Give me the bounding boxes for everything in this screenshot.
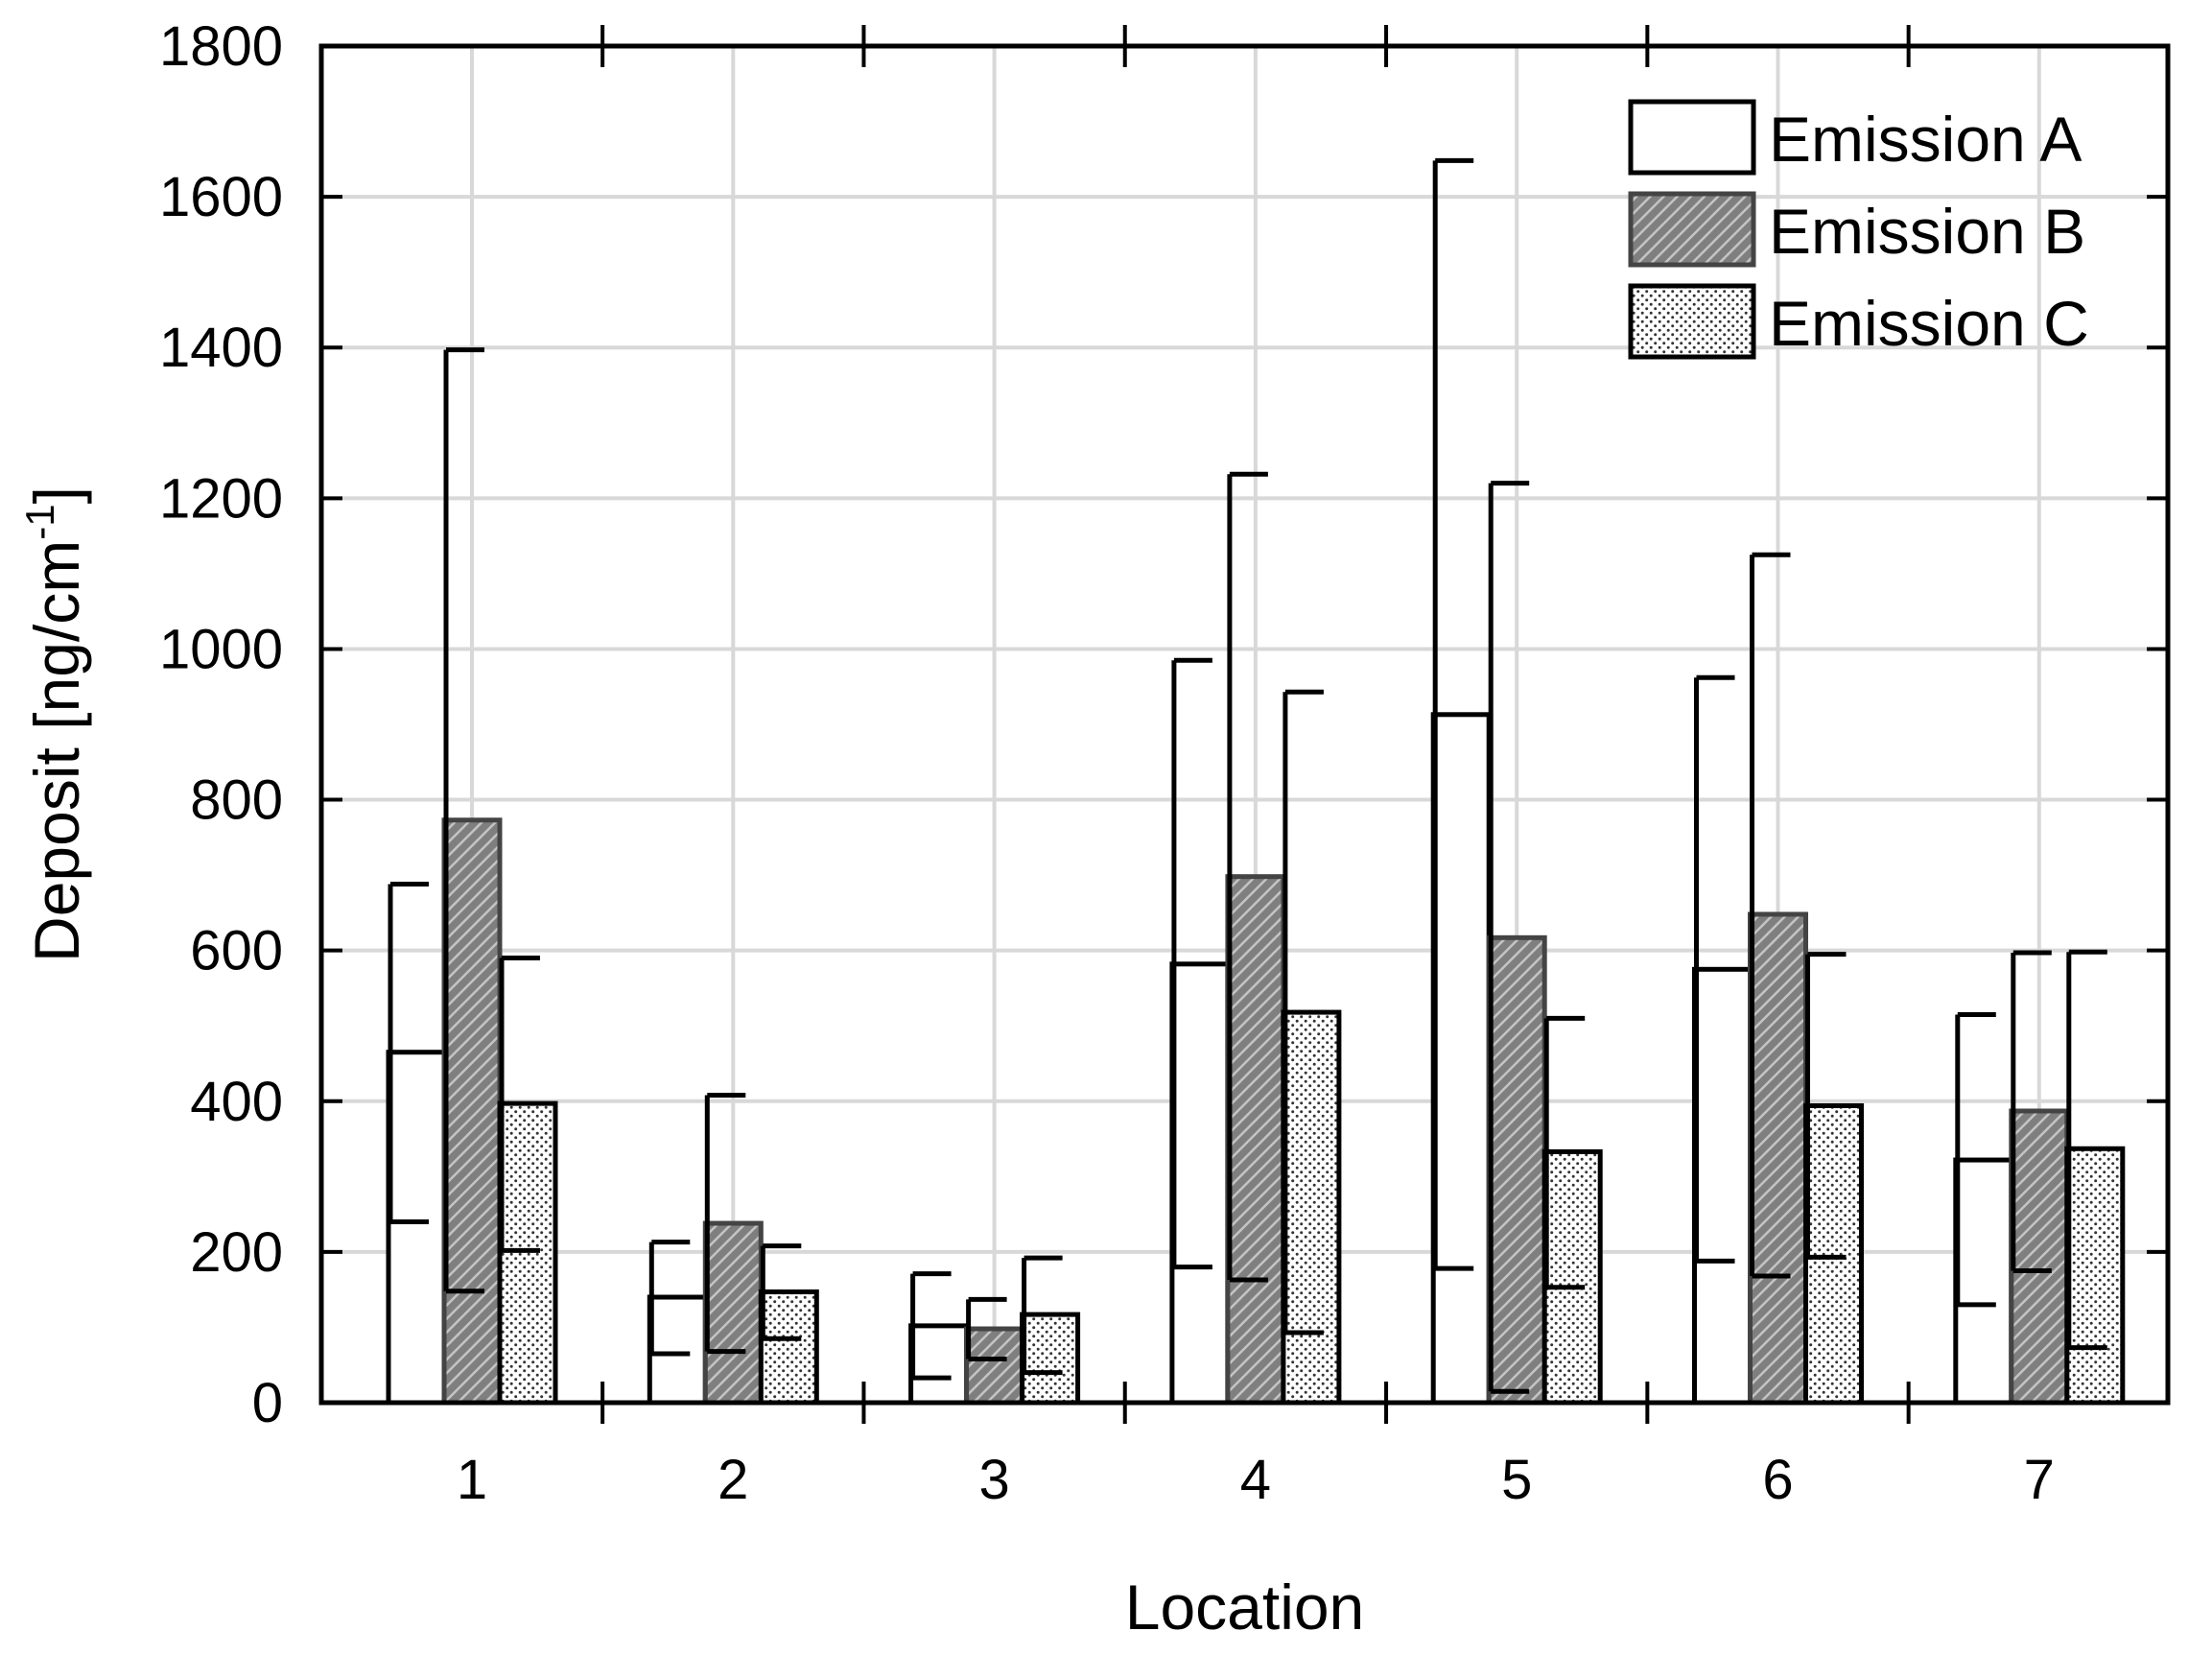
- legend-swatch-open: [1628, 99, 1756, 176]
- legend: Emission A Emission B Emission C: [1628, 99, 2089, 360]
- y-tick-label: 1000: [159, 618, 283, 680]
- bar-open: [908, 1323, 970, 1406]
- bar-dotted: [1020, 1312, 1081, 1406]
- bar-hatched: [2009, 1108, 2070, 1406]
- bar-open: [1169, 961, 1231, 1406]
- legend-swatch-dotted: [1628, 283, 1756, 360]
- plot-border: [318, 43, 2171, 1406]
- bar-open: [1953, 1157, 2014, 1406]
- x-tick-label: 1: [457, 1449, 487, 1511]
- x-tick-label: 4: [1240, 1449, 1271, 1511]
- plot-frame: [318, 25, 2171, 1424]
- legend-swatch-hatched: [1628, 191, 1756, 268]
- bar-hatched: [441, 817, 503, 1406]
- tick-labels: 0 200 400 600 800 1000 1200 1400 1600 1800 1 2 3 4 5 6 7: [159, 15, 2055, 1511]
- bar-dotted: [758, 1289, 819, 1406]
- error-bars: [388, 157, 2107, 1394]
- bar-dotted: [1803, 1102, 1864, 1406]
- x-axis-title: Location: [1125, 1572, 1365, 1643]
- bar-hatched: [964, 1326, 1025, 1406]
- y-tick-label: 800: [190, 769, 283, 832]
- y-tick-label: 1200: [159, 467, 283, 530]
- bar-hatched: [702, 1220, 764, 1406]
- y-tick-label: 1800: [159, 15, 283, 78]
- bar-open: [1692, 966, 1753, 1406]
- y-tick-label: 200: [190, 1221, 283, 1284]
- y-tick-label: 600: [190, 920, 283, 982]
- bar-dotted: [2064, 1146, 2126, 1406]
- y-tick-label: 1400: [159, 317, 283, 379]
- legend-entry: Emission A: [1769, 104, 2082, 175]
- x-tick-label: 2: [718, 1449, 748, 1511]
- y-axis-title: Deposit [ng/cm-1]: [17, 486, 92, 962]
- bar-hatched: [1225, 874, 1286, 1406]
- bar-open: [386, 1050, 447, 1406]
- x-tick-label: 6: [1762, 1449, 1793, 1511]
- bar-dotted: [1281, 1009, 1342, 1406]
- bar-hatched: [1486, 934, 1547, 1406]
- x-tick-label: 5: [1501, 1449, 1532, 1511]
- bar-dotted: [497, 1100, 558, 1406]
- y-tick-label: 0: [252, 1372, 283, 1434]
- bar-open: [1430, 712, 1492, 1406]
- legend-entry: Emission B: [1769, 196, 2085, 267]
- bar-hatched: [1748, 911, 1808, 1406]
- bar-open: [647, 1294, 708, 1406]
- x-tick-label: 7: [2024, 1449, 2055, 1511]
- y-tick-label: 400: [190, 1071, 283, 1133]
- bar-dotted: [1541, 1148, 1603, 1406]
- y-tick-label: 1600: [159, 166, 283, 228]
- legend-entry: Emission C: [1769, 288, 2089, 359]
- x-tick-label: 3: [978, 1449, 1009, 1511]
